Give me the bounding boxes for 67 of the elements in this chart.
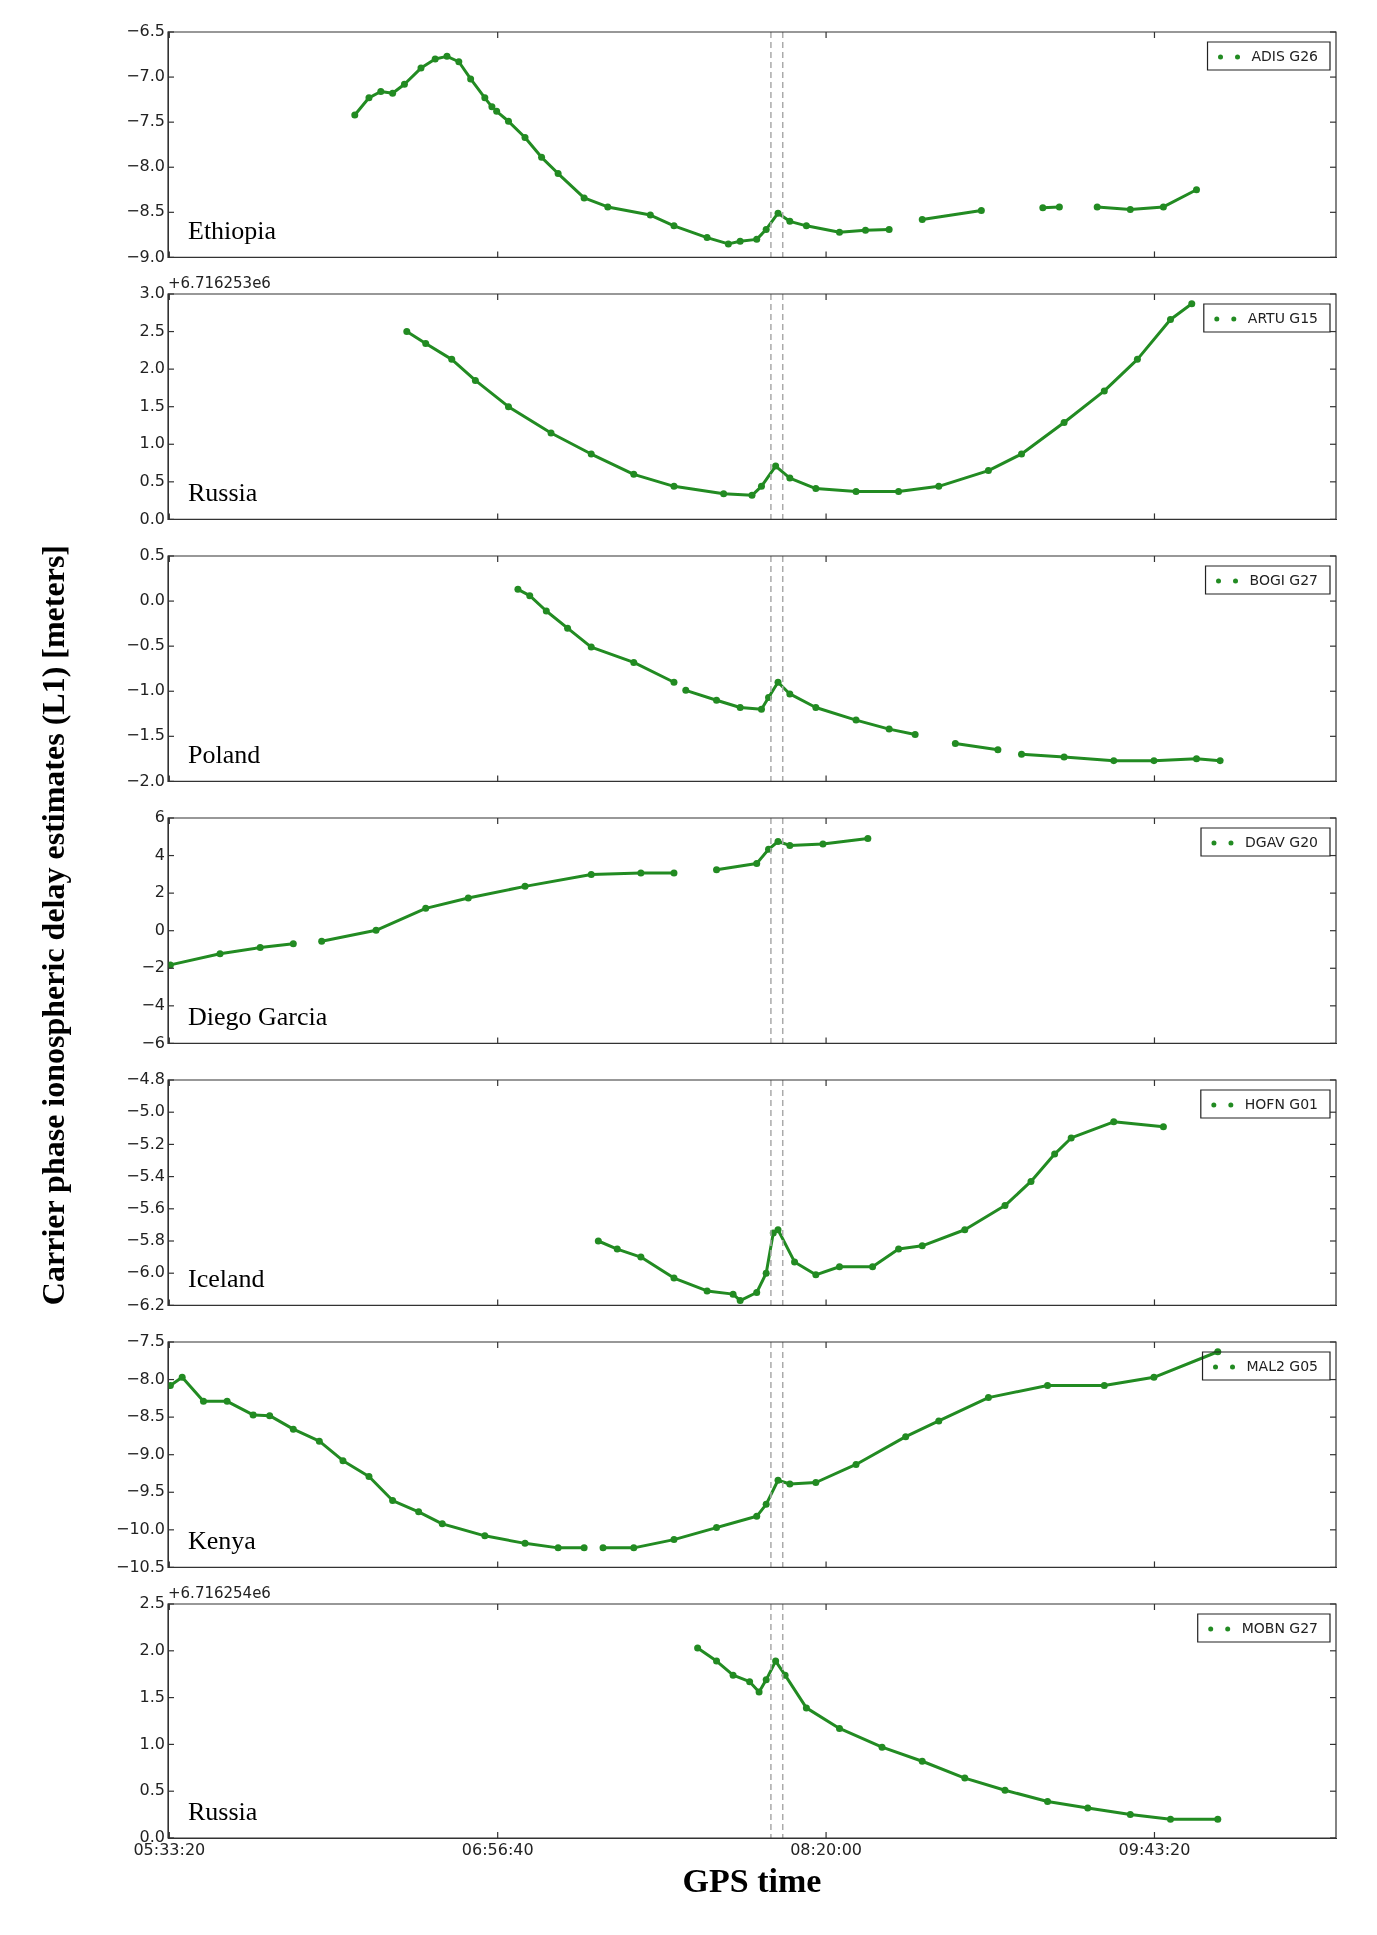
text: MOBN G27 [1241, 1619, 1319, 1636]
annotation: Poland [188, 740, 261, 770]
annotation: Ethiopia [188, 216, 277, 246]
y-tick-label: −8.5 [126, 201, 165, 221]
y-tick-label: 2.5 [139, 1593, 165, 1613]
annotation: Kenya [188, 1526, 257, 1556]
y-tick-label: −8.0 [126, 156, 165, 176]
y-tick-label: −5.2 [126, 1133, 165, 1153]
y-tick-label: −6 [141, 1032, 165, 1052]
y-tick-label: 6 [154, 807, 165, 827]
annotation: Iceland [188, 1264, 265, 1294]
y-tick-label: 0.0 [139, 508, 165, 528]
x-tick-label: 06:56:40 [461, 1839, 534, 1859]
y-tick-label: −7.5 [126, 111, 165, 131]
y-tick-label: 2.0 [139, 1639, 165, 1659]
annotation: Diego Garcia [188, 1002, 328, 1032]
annotation: Russia [188, 478, 258, 508]
y-tick-label: −2.0 [126, 770, 165, 790]
y-tick-label: 2 [154, 882, 165, 902]
y-tick-label: 2.5 [139, 320, 165, 340]
text: BOGI G27 [1249, 571, 1318, 588]
y-tick-label: −0.5 [126, 635, 165, 655]
y-tick-label: −5.0 [126, 1101, 165, 1121]
y-tick-label: −6.5 [126, 21, 165, 41]
y-tick-label: −7.0 [126, 66, 165, 86]
y-tick-label: 0.5 [139, 470, 165, 490]
y-tick-label: 1.0 [139, 1733, 165, 1753]
y-tick-label: 1.0 [139, 433, 165, 453]
y-tick-label: −4.8 [126, 1069, 165, 1089]
y-tick-label: −8.0 [126, 1368, 165, 1388]
y-tick-label: −5.6 [126, 1197, 165, 1217]
y-tick-label: −1.0 [126, 680, 165, 700]
y-tick-label: 0.0 [139, 590, 165, 610]
text: DGAV G20 [1245, 833, 1319, 850]
y-tick-label: −9.5 [126, 1481, 165, 1501]
y-tick-label: −2 [141, 957, 165, 977]
y-tick-label: −10.0 [115, 1518, 165, 1538]
annotation: Russia [188, 1796, 258, 1826]
y-tick-label: 2.0 [139, 358, 165, 378]
x-tick-label: 09:43:20 [1118, 1839, 1191, 1859]
y-tick-label: 1.5 [139, 395, 165, 415]
text: ADIS G26 [1251, 47, 1319, 64]
y-tick-label: 0.5 [139, 545, 165, 565]
y-tick-label: −7.5 [126, 1331, 165, 1351]
y-tick-label: 3.0 [139, 283, 165, 303]
text: +6.716253e6 [168, 274, 271, 293]
y-tick-label: −1.5 [126, 725, 165, 745]
y-tick-label: −5.8 [126, 1230, 165, 1250]
y-tick-label: −9.0 [126, 246, 165, 266]
y-tick-label: 4 [154, 844, 165, 864]
x-tick-label: 08:20:00 [790, 1839, 863, 1859]
text: HOFN G01 [1244, 1095, 1318, 1112]
y-tick-label: 1.5 [139, 1686, 165, 1706]
text: +6.716254e6 [168, 1584, 271, 1603]
y-tick-label: −5.4 [126, 1165, 165, 1185]
y-tick-label: −9.0 [126, 1443, 165, 1463]
y-tick-label: −4 [141, 994, 165, 1014]
y-tick-label: 0.5 [139, 1780, 165, 1800]
y-axis-title: Carrier phase ionospheric delay estimates (L1) [meters] [34, 544, 72, 1306]
x-axis-title: GPS time [682, 1862, 822, 1900]
series-label: MAL2 G05 [1246, 1357, 1319, 1374]
y-tick-label: 0 [154, 919, 165, 939]
y-tick-label: −6.2 [126, 1294, 165, 1314]
y-tick-label: −10.5 [115, 1556, 165, 1576]
y-tick-label: −8.5 [126, 1406, 165, 1426]
text: ARTU G15 [1247, 309, 1318, 326]
y-tick-label: −6.0 [126, 1262, 165, 1282]
